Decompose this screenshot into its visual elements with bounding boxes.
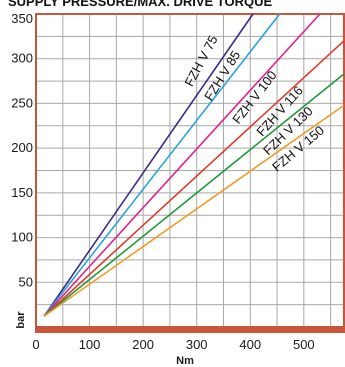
plot-frame (35, 13, 345, 333)
series-line (43, 13, 254, 317)
y-tick-label: 200 (11, 140, 33, 155)
y-tick-label: 250 (11, 95, 33, 110)
series-line (43, 13, 281, 317)
series-line (43, 13, 321, 317)
y-tick-labels: 50 100 150 200 250 300 350 (11, 11, 33, 289)
x-tick-label: 200 (132, 337, 154, 352)
y-axis-label: bar (15, 311, 27, 329)
y-tick-label: 350 (11, 11, 33, 26)
x-tick-label: 0 (32, 337, 39, 352)
series-line (43, 104, 345, 317)
x-tick-label: 500 (293, 337, 315, 352)
x-tick-labels: 0 100 200 300 400 500 (32, 337, 314, 352)
x-tick-label: 400 (239, 337, 261, 352)
y-tick-label: 50 (19, 274, 33, 289)
chart-title: SUPPLY PRESSURE/MAX. DRIVE TORQUE (8, 0, 272, 9)
x-tick-label: 100 (79, 337, 101, 352)
x-axis-label: Nm (176, 355, 194, 367)
y-tick-label: 100 (11, 230, 33, 245)
grid (36, 14, 344, 327)
series-line (43, 73, 345, 317)
y-tick-label: 150 (11, 185, 33, 200)
series-line (43, 40, 345, 317)
y-tick-label: 300 (11, 51, 33, 66)
x-axis-bar (35, 327, 345, 333)
x-tick-label: 300 (186, 337, 208, 352)
series-lines (43, 13, 345, 317)
